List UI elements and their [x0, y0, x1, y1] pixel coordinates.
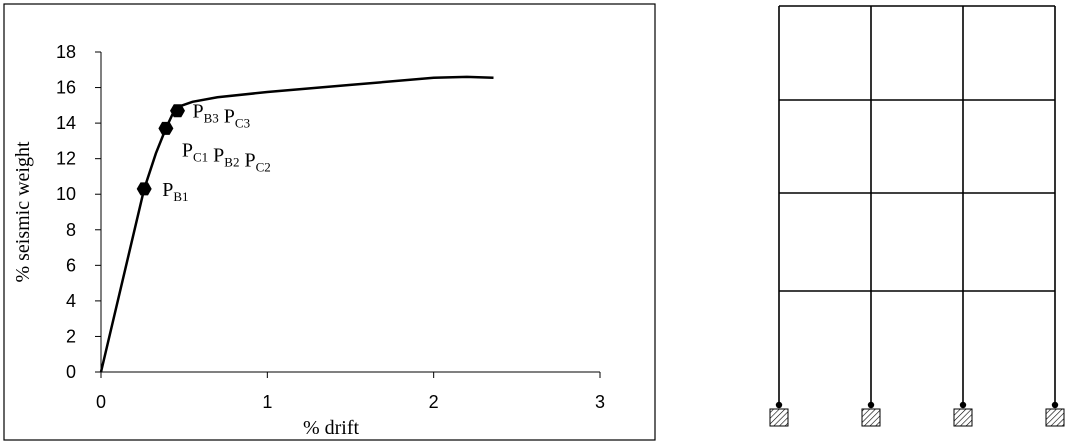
fixed-support [954, 409, 972, 426]
support-pin [868, 402, 874, 408]
support-pin [960, 402, 966, 408]
fixed-support [770, 409, 788, 426]
frame-structure [770, 6, 1064, 426]
fixed-support [862, 409, 880, 426]
support-pin [1052, 402, 1058, 408]
fixed-support [1046, 409, 1064, 426]
support-pin [776, 402, 782, 408]
